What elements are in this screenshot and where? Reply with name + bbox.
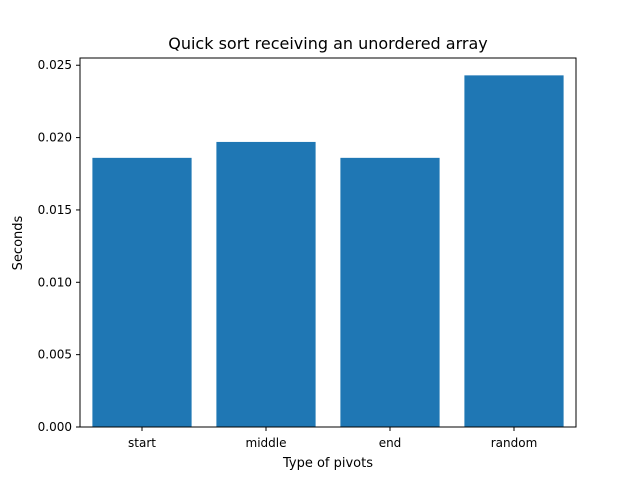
x-tick-label-middle: middle (246, 436, 287, 450)
x-axis-label: Type of pivots (282, 456, 373, 471)
bar-middle (216, 141, 316, 427)
plot-frame (79, 57, 577, 428)
plot-area: start middle end random 0.000 0.005 0.010 0.015… (38, 57, 577, 450)
y-axis-label: Seconds (11, 215, 26, 270)
y-tick-label-4: 0.020 (38, 131, 72, 145)
y-tick-label-1: 0.005 (38, 348, 72, 362)
y-tick-label-0: 0.000 (38, 420, 72, 434)
y-tick-label-2: 0.010 (38, 275, 72, 289)
bar-end (340, 157, 440, 428)
y-tick-label-3: 0.015 (38, 203, 72, 217)
x-tick-label-random: random (491, 436, 538, 450)
chart-title: Quick sort receiving an unordered array (168, 34, 488, 53)
x-tick-label-start: start (128, 436, 156, 450)
bar-random (464, 75, 564, 427)
bar-start (92, 157, 192, 428)
x-tick-label-end: end (379, 436, 402, 450)
y-tick-label-5: 0.025 (38, 58, 72, 72)
